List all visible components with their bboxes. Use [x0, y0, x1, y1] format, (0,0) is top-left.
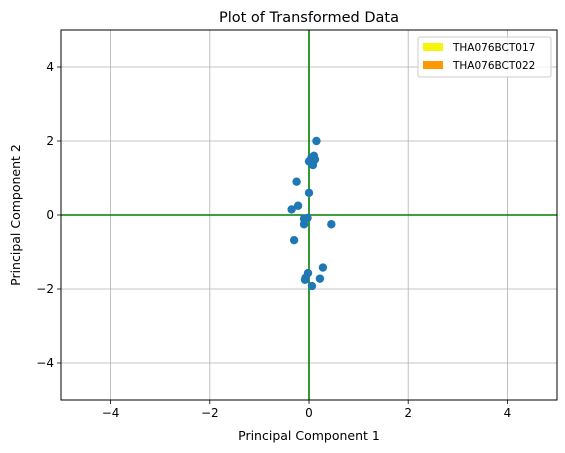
legend-box [417, 36, 552, 78]
data-point [292, 177, 301, 186]
x-tick-label: 4 [504, 406, 512, 420]
data-point [287, 205, 296, 214]
data-point [293, 201, 303, 210]
data-point [312, 136, 321, 146]
data-point [289, 235, 299, 245]
x-tick-label: 0 [305, 406, 313, 420]
legend-swatch [423, 43, 443, 51]
x-tick-label: −2 [201, 406, 219, 420]
legend-swatch [423, 61, 443, 69]
y-tick-label: 4 [46, 60, 54, 74]
legend-label: THA076BCT022 [452, 60, 535, 72]
data-points [287, 136, 336, 291]
legend-entries: THA076BCT017 THA076BCT022 [423, 42, 535, 72]
data-point [327, 220, 336, 229]
data-point [299, 220, 309, 229]
data-point [308, 160, 318, 170]
x-tick-label: −4 [102, 406, 120, 420]
legend: THA076BCT017 THA076BCT022 [417, 36, 552, 78]
x-axis-ticks: −4 −2 0 2 4 [102, 400, 511, 420]
data-point [303, 213, 312, 223]
data-point [304, 188, 314, 197]
y-axis-label: Principal Component 2 [8, 144, 23, 286]
x-axis-label: Principal Component 1 [238, 428, 380, 443]
y-tick-label: 2 [46, 134, 54, 148]
legend-label: THA076BCT017 [452, 42, 535, 54]
data-point [315, 274, 325, 283]
data-point [318, 263, 328, 272]
y-tick-label: 0 [46, 208, 54, 222]
y-tick-label: −4 [36, 356, 54, 370]
data-point [300, 275, 310, 284]
y-tick-label: −2 [36, 282, 54, 296]
x-tick-label: 2 [404, 406, 412, 420]
chart-title: Plot of Transformed Data [219, 10, 399, 26]
y-axis-ticks: −4 −2 0 2 4 [36, 60, 61, 370]
data-point [307, 281, 317, 291]
